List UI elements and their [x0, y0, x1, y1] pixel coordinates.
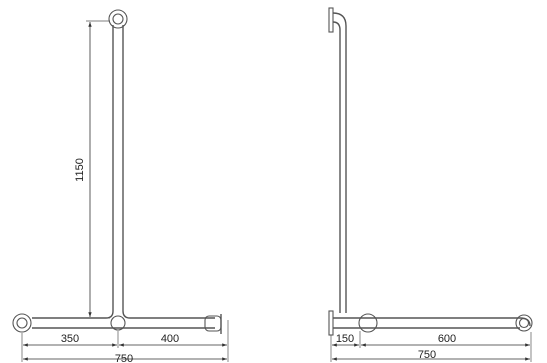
span-label: 600 [438, 333, 456, 345]
front-view: 1150 350 400 750 [12, 9, 229, 363]
offset-label: 150 [336, 333, 354, 345]
bottom-wall-plate [328, 310, 334, 336]
top-wall-plate [328, 7, 334, 33]
side-right-flange-icon [515, 314, 533, 332]
side-vertical-rail [332, 12, 347, 313]
vertical-rail [32, 25, 215, 319]
side-horizontal-rail [333, 317, 531, 329]
height-label: 1150 [74, 158, 86, 182]
right-span-label: 400 [161, 333, 179, 345]
right-end-cap-icon [204, 314, 222, 334]
front-total-label: 750 [115, 353, 133, 363]
side-view: 150 600 750 [328, 7, 533, 362]
left-flange-icon [12, 313, 32, 333]
junction-icon [110, 315, 126, 331]
side-junction-icon [358, 313, 378, 333]
left-span-label: 350 [61, 333, 79, 345]
side-total-label: 750 [418, 349, 436, 361]
top-flange-icon [108, 9, 128, 29]
